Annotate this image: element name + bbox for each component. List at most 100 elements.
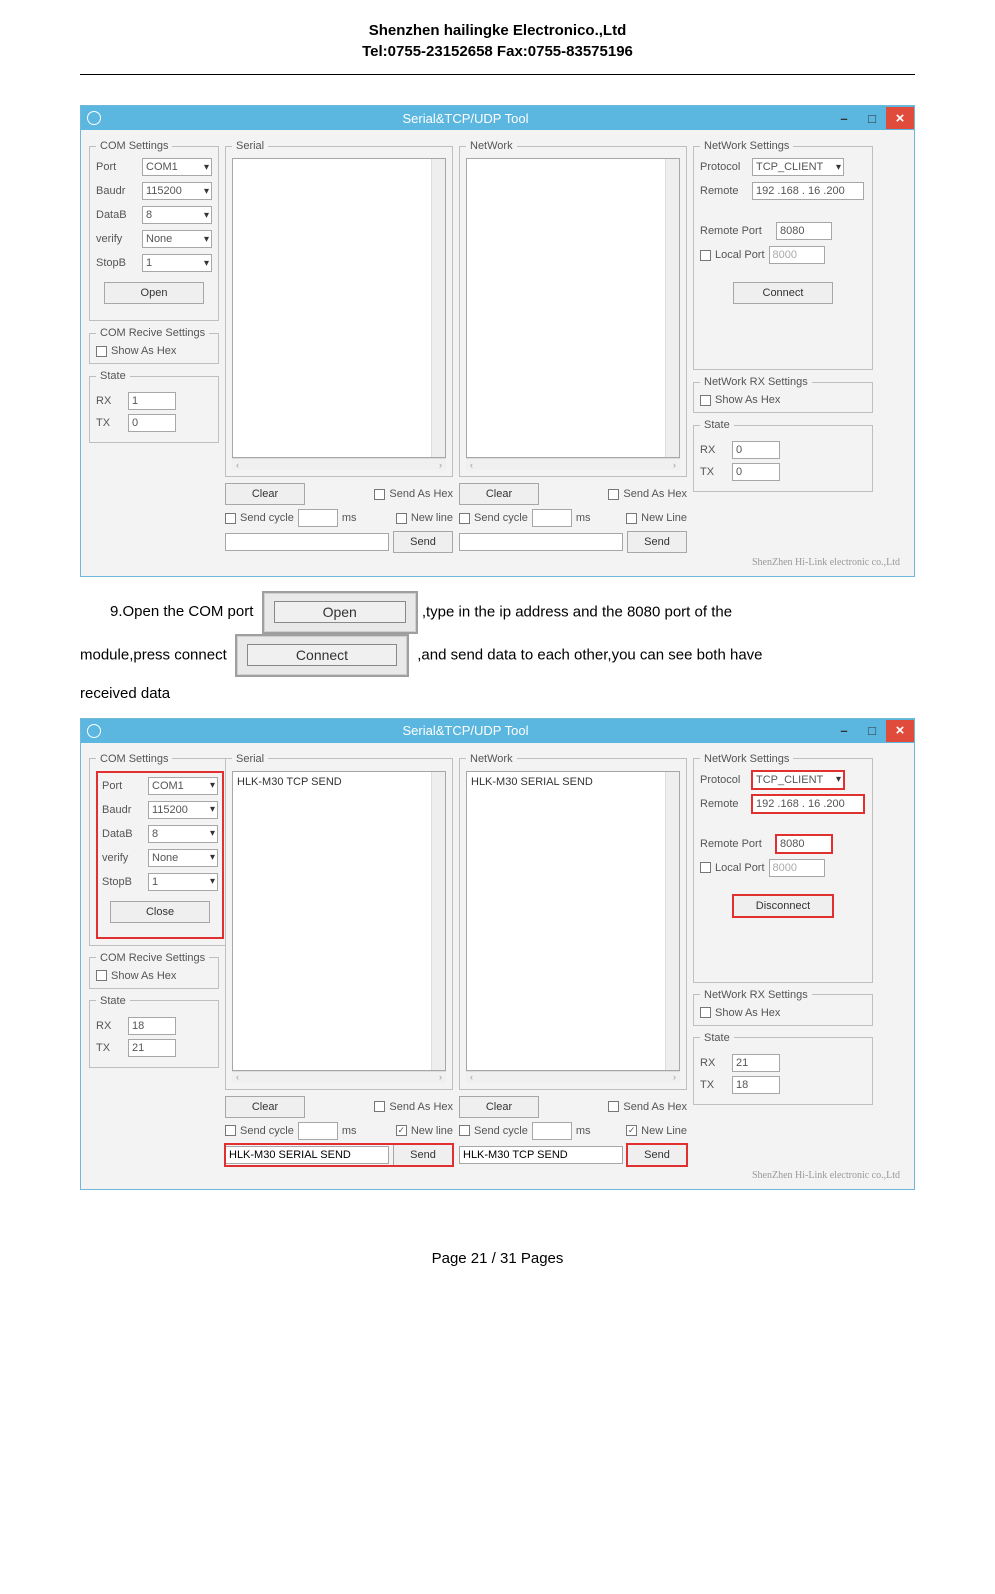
net-rx-hex-checkbox[interactable] xyxy=(700,1007,711,1018)
inline-connect-button-image: Connect xyxy=(235,634,409,677)
remote-port-input[interactable]: 8080 xyxy=(776,835,832,853)
serial-hex-checkbox[interactable] xyxy=(374,1101,385,1112)
network-clear-button[interactable]: Clear xyxy=(459,1096,539,1118)
minimize-button[interactable] xyxy=(830,720,858,742)
protocol-combo[interactable]: TCP_CLIENT xyxy=(752,771,844,789)
serial-cycle-checkbox[interactable] xyxy=(225,513,236,524)
window-title: Serial&TCP/UDP Tool xyxy=(101,111,830,126)
serial-clear-button[interactable]: Clear xyxy=(225,483,305,505)
serial-newline-checkbox[interactable]: ✓ xyxy=(396,1125,407,1136)
page-footer: Page 21 / 31 Pages xyxy=(80,1250,915,1267)
network-send-button[interactable]: Send xyxy=(627,531,687,553)
minimize-button[interactable] xyxy=(830,107,858,129)
network-panel: NetWork HLK-M30 SERIAL SEND ‹› xyxy=(459,753,687,1090)
app-footer: ShenZhen Hi-Link electronic co.,Ltd xyxy=(89,1166,906,1183)
serial-panel: Serial ‹› xyxy=(225,140,453,477)
disconnect-button[interactable]: Disconnect xyxy=(733,895,833,917)
net-rx-hex-checkbox[interactable] xyxy=(700,395,711,406)
network-hscroll[interactable]: ‹› xyxy=(466,458,680,470)
network-send-input[interactable]: HLK-M30 TCP SEND xyxy=(459,1146,623,1164)
titlebar: Serial&TCP/UDP Tool xyxy=(81,106,914,130)
protocol-combo[interactable]: TCP_CLIENT xyxy=(752,158,844,176)
verify-combo[interactable]: None xyxy=(142,230,212,248)
network-send-button[interactable]: Send xyxy=(627,1144,687,1166)
network-hscroll[interactable]: ‹› xyxy=(466,1071,680,1083)
local-port-input[interactable]: 8000 xyxy=(769,859,825,877)
local-port-input[interactable]: 8000 xyxy=(769,246,825,264)
maximize-button[interactable] xyxy=(858,720,886,742)
app-icon xyxy=(87,111,101,125)
close-button[interactable] xyxy=(886,107,914,129)
com-settings-highlight: PortCOM1 Baudr115200 DataB8 verifyNone S… xyxy=(96,771,224,939)
stopb-combo[interactable]: 1 xyxy=(142,254,212,272)
state-serial-group: State RX1 TX0 xyxy=(89,370,219,443)
network-hex-checkbox[interactable] xyxy=(608,489,619,500)
network-newline-checkbox[interactable] xyxy=(626,513,637,524)
scrollbar[interactable] xyxy=(431,772,445,1070)
serial-clear-button[interactable]: Clear xyxy=(225,1096,305,1118)
baud-combo[interactable]: 115200 xyxy=(148,801,218,819)
serial-panel: Serial HLK-M30 TCP SEND ‹› xyxy=(225,753,453,1090)
inline-open-button-image: Open xyxy=(262,591,418,634)
scrollbar[interactable] xyxy=(665,772,679,1070)
company-name: Shenzhen hailingke Electronico.,Ltd xyxy=(80,20,915,41)
page: Shenzhen hailingke Electronico.,Ltd Tel:… xyxy=(0,0,995,1287)
port-combo[interactable]: COM1 xyxy=(142,158,212,176)
network-newline-checkbox[interactable]: ✓ xyxy=(626,1125,637,1136)
scrollbar[interactable] xyxy=(665,159,679,457)
network-panel: NetWork ‹› xyxy=(459,140,687,477)
serial-cycle-checkbox[interactable] xyxy=(225,1125,236,1136)
titlebar: Serial&TCP/UDP Tool xyxy=(81,719,914,743)
serial-hscroll[interactable]: ‹› xyxy=(232,1071,446,1083)
serial-hex-checkbox[interactable] xyxy=(374,489,385,500)
network-send-input[interactable] xyxy=(459,533,623,551)
window-title: Serial&TCP/UDP Tool xyxy=(101,723,830,738)
baud-combo[interactable]: 115200 xyxy=(142,182,212,200)
serial-cycle-input[interactable] xyxy=(298,1122,338,1140)
serial-cycle-input[interactable] xyxy=(298,509,338,527)
net-rx-value: 0 xyxy=(732,441,780,459)
app-window-2: Serial&TCP/UDP Tool COM Settings PortCOM… xyxy=(80,718,915,1190)
serial-send-input[interactable]: HLK-M30 SERIAL SEND xyxy=(225,1146,389,1164)
serial-send-highlight: HLK-M30 SERIAL SEND Send xyxy=(225,1144,453,1166)
stopb-combo[interactable]: 1 xyxy=(148,873,218,891)
network-cycle-checkbox[interactable] xyxy=(459,513,470,524)
remote-ip-input[interactable]: 192 .168 . 16 .200 xyxy=(752,795,864,813)
serial-hscroll[interactable]: ‹› xyxy=(232,458,446,470)
close-button[interactable] xyxy=(886,720,914,742)
state-network-group: State RX21 TX18 xyxy=(693,1032,873,1105)
datab-combo[interactable]: 8 xyxy=(142,206,212,224)
network-settings-group: NetWork Settings ProtocolTCP_CLIENT Remo… xyxy=(693,140,873,370)
serial-tx-value: 21 xyxy=(128,1039,176,1057)
scrollbar[interactable] xyxy=(431,159,445,457)
local-port-checkbox[interactable] xyxy=(700,862,711,873)
connect-button[interactable]: Connect xyxy=(733,282,833,304)
remote-ip-input[interactable]: 192 .168 . 16 .200 xyxy=(752,182,864,200)
datab-combo[interactable]: 8 xyxy=(148,825,218,843)
com-settings-group: COM Settings PortCOM1 Baudr115200 DataB8… xyxy=(89,140,219,321)
network-cycle-input[interactable] xyxy=(532,509,572,527)
com-settings-group: COM Settings PortCOM1 Baudr115200 DataB8… xyxy=(89,753,231,946)
serial-send-button[interactable]: Send xyxy=(393,1144,453,1166)
show-hex-checkbox[interactable] xyxy=(96,970,107,981)
close-com-button[interactable]: Close xyxy=(110,901,210,923)
open-button[interactable]: Open xyxy=(104,282,204,304)
serial-send-button[interactable]: Send xyxy=(393,531,453,553)
serial-newline-checkbox[interactable] xyxy=(396,513,407,524)
local-port-checkbox[interactable] xyxy=(700,250,711,261)
net-tx-value: 18 xyxy=(732,1076,780,1094)
network-rx-group: NetWork RX Settings Show As Hex xyxy=(693,376,873,413)
show-hex-checkbox[interactable] xyxy=(96,346,107,357)
network-hex-checkbox[interactable] xyxy=(608,1101,619,1112)
network-cycle-input[interactable] xyxy=(532,1122,572,1140)
network-cycle-checkbox[interactable] xyxy=(459,1125,470,1136)
port-combo[interactable]: COM1 xyxy=(148,777,218,795)
com-receive-group: COM Recive Settings Show As Hex xyxy=(89,327,219,364)
maximize-button[interactable] xyxy=(858,107,886,129)
state-serial-group: State RX18 TX21 xyxy=(89,995,219,1068)
net-tx-value: 0 xyxy=(732,463,780,481)
remote-port-input[interactable]: 8080 xyxy=(776,222,832,240)
verify-combo[interactable]: None xyxy=(148,849,218,867)
network-clear-button[interactable]: Clear xyxy=(459,483,539,505)
serial-send-input[interactable] xyxy=(225,533,389,551)
